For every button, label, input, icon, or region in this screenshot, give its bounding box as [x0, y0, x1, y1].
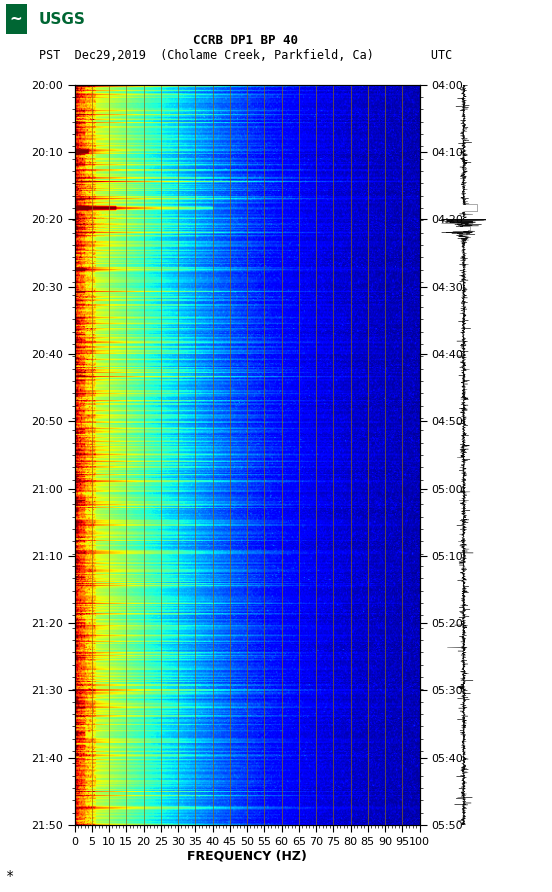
X-axis label: FREQUENCY (HZ): FREQUENCY (HZ) — [187, 850, 307, 863]
Text: ~: ~ — [10, 12, 23, 27]
Text: *: * — [6, 869, 14, 883]
FancyBboxPatch shape — [6, 4, 26, 34]
Text: CCRB DP1 BP 40: CCRB DP1 BP 40 — [193, 34, 298, 46]
Text: PST  Dec29,2019  (Cholame Creek, Parkfield, Ca)        UTC: PST Dec29,2019 (Cholame Creek, Parkfield… — [39, 49, 452, 62]
Text: USGS: USGS — [39, 12, 86, 27]
